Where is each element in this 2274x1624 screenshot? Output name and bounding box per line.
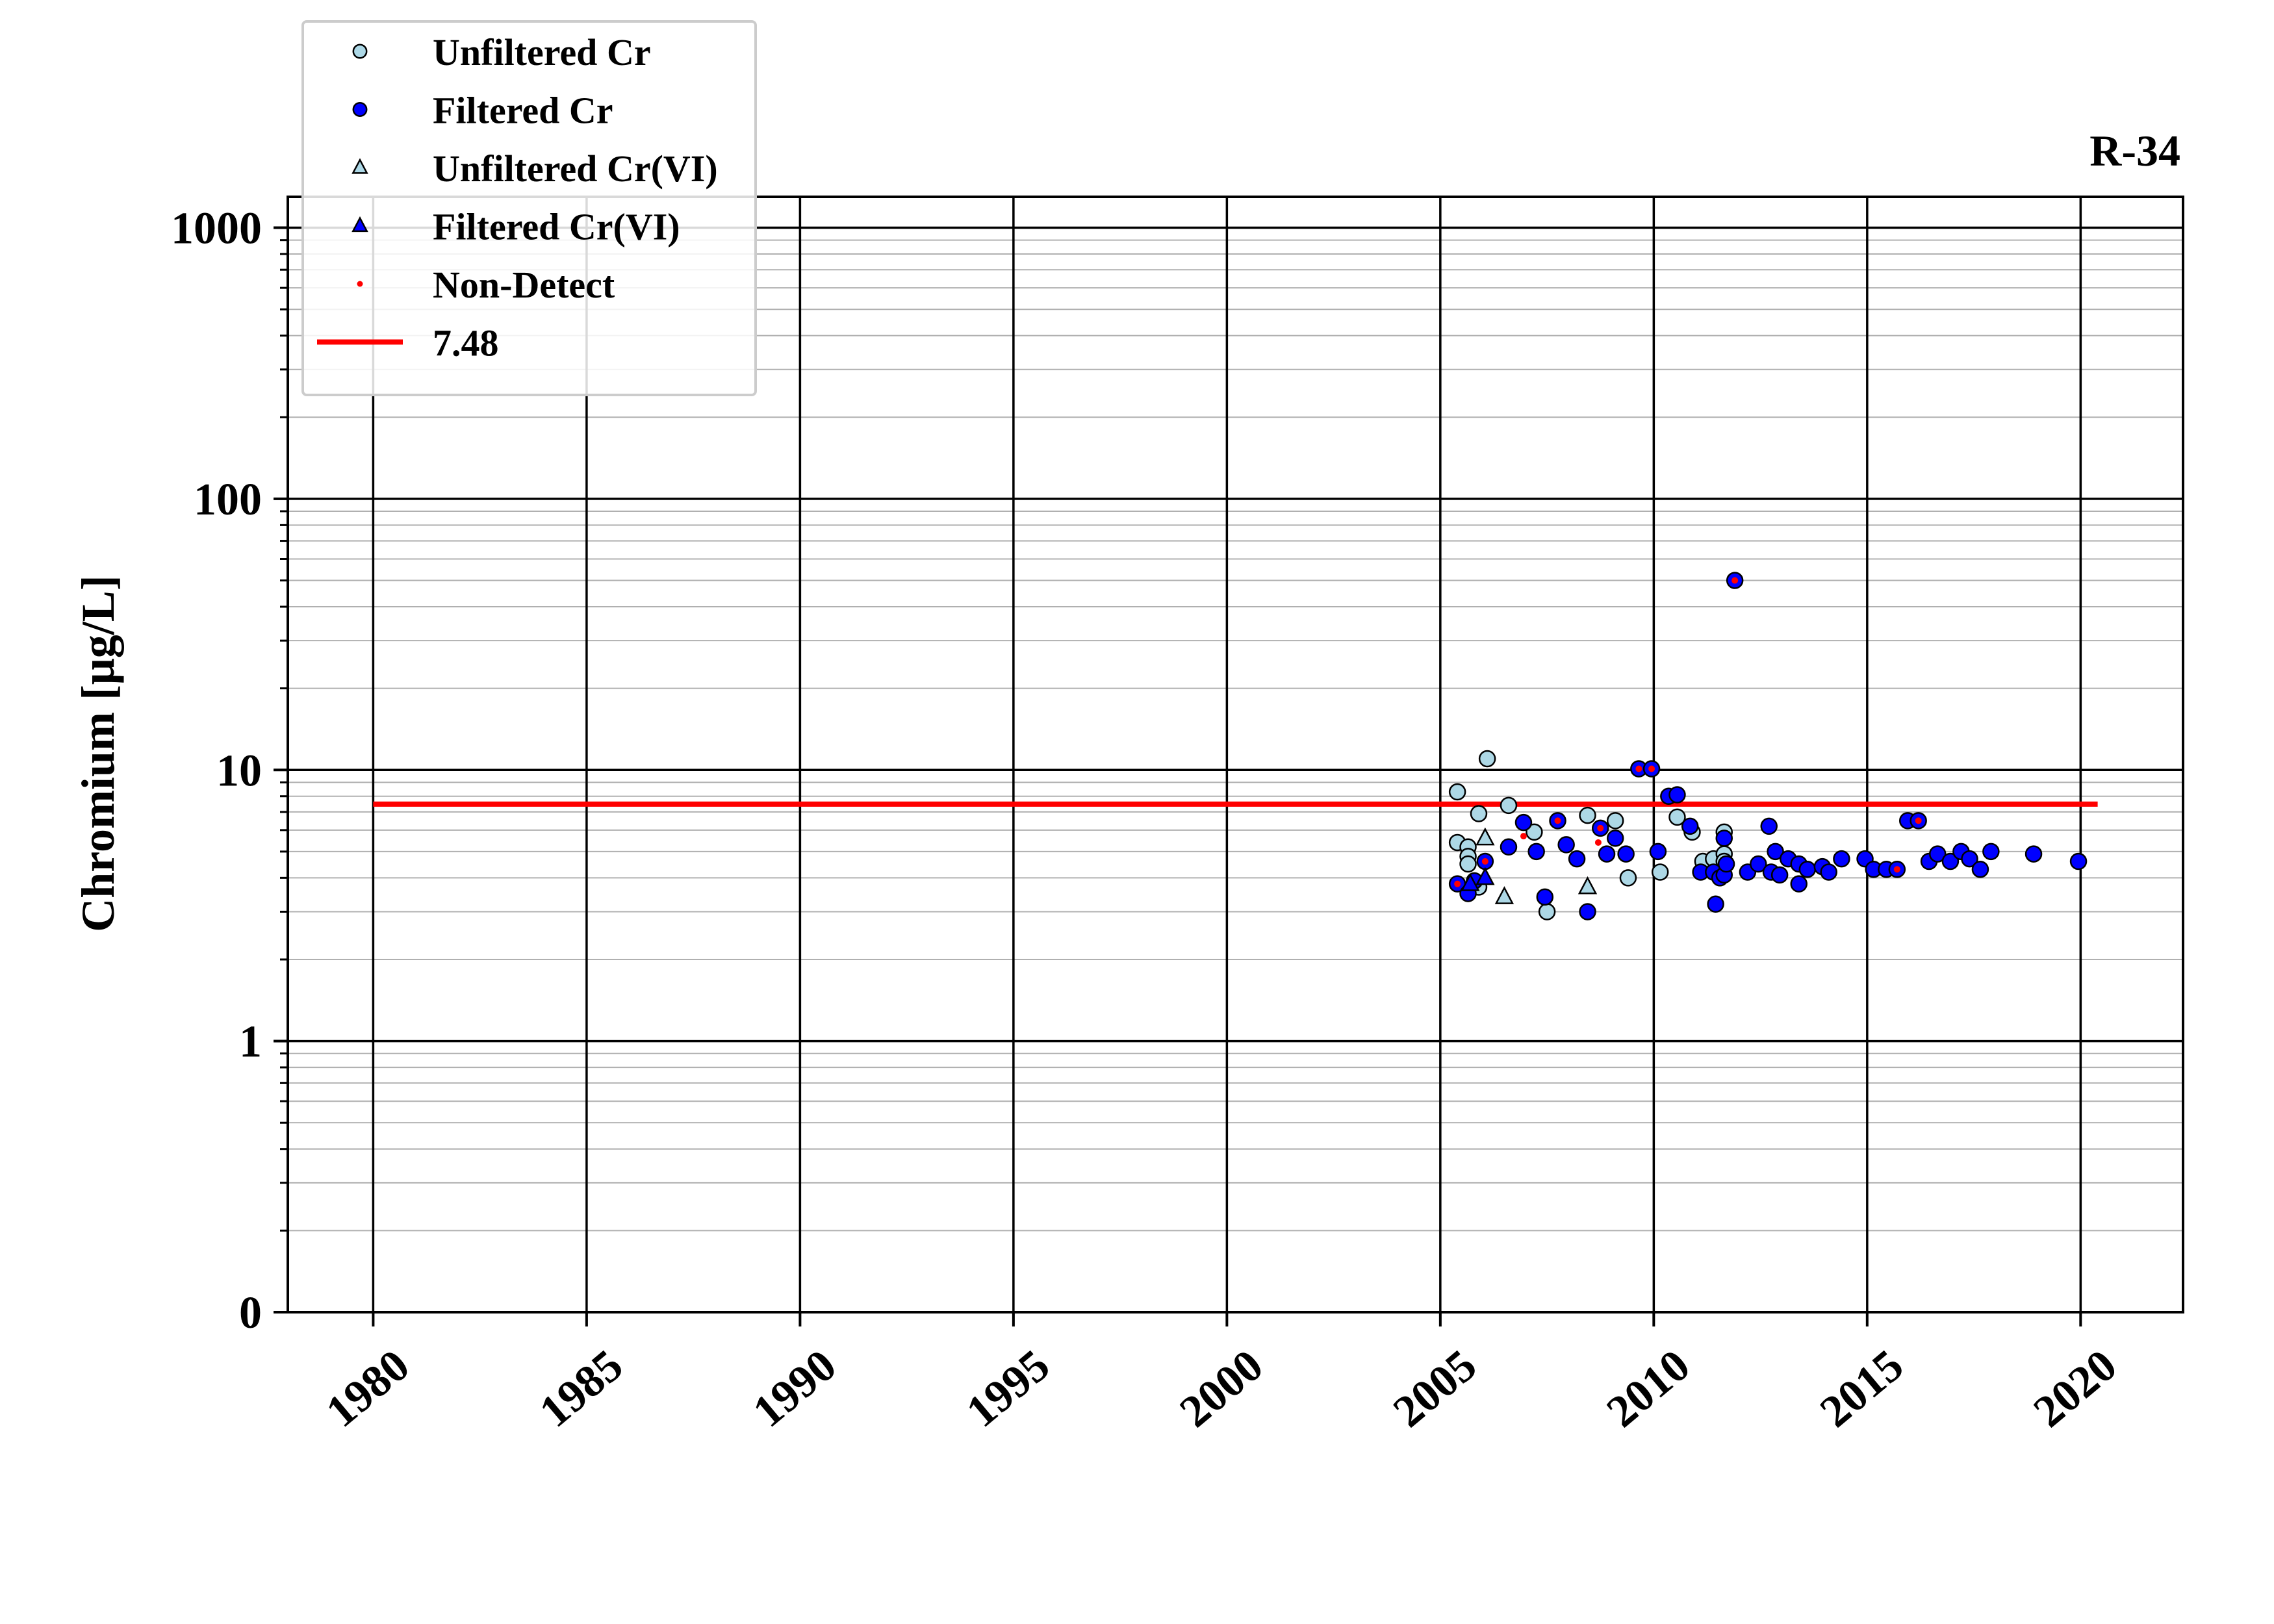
filtered-cr-point <box>1598 845 1616 863</box>
non-detect-point <box>1481 858 1488 865</box>
filtered-cr-point <box>2025 845 2043 863</box>
filtered-cr-point <box>1760 817 1778 835</box>
legend-marker-unfiltered-cr-vi <box>351 158 368 174</box>
non-detect-point <box>1597 824 1604 831</box>
y-axis-label: Chromium [μg/L] <box>72 575 124 932</box>
y-tick-label: 1 <box>239 1017 262 1067</box>
legend-box <box>301 20 757 396</box>
filtered-cr-vi-point <box>1476 867 1495 885</box>
legend-marker-filtered-cr-vi <box>351 216 368 233</box>
plot-area-frame <box>287 196 2184 1313</box>
unfiltered-cr-point <box>1538 903 1556 920</box>
legend-label: Unfiltered Cr(VI) <box>433 147 718 190</box>
data-points <box>1448 572 2088 920</box>
unfiltered-cr-point <box>1619 869 1637 887</box>
legend-marker-filtered-cr <box>352 102 368 117</box>
non-detect-point <box>1554 817 1561 824</box>
non-detect-point <box>1454 880 1461 887</box>
filtered-cr-point <box>1767 843 1784 861</box>
filtered-cr-point <box>1568 850 1586 868</box>
filtered-cr-point <box>1928 845 1947 863</box>
filtered-cr-point <box>1717 855 1735 873</box>
non-detect-point <box>1520 833 1527 840</box>
unfiltered-cr-point <box>1606 812 1624 830</box>
filtered-cr-point <box>1527 843 1545 861</box>
unfiltered-cr-point <box>1478 750 1496 768</box>
filtered-cr-point <box>1798 861 1817 878</box>
filtered-cr-point <box>1961 850 1978 868</box>
legend-label: Unfiltered Cr <box>433 31 651 73</box>
filtered-cr-point <box>1514 813 1533 831</box>
filtered-cr-point <box>1668 786 1686 804</box>
filtered-cr-point <box>1707 895 1724 913</box>
non-detect-point <box>1893 866 1900 873</box>
filtered-cr-point <box>1790 875 1808 893</box>
filtered-cr-point <box>1833 850 1850 868</box>
y-tick-label: 100 <box>194 475 262 525</box>
filtered-cr-point <box>1579 903 1596 920</box>
filtered-cr-point <box>1536 888 1554 906</box>
filtered-cr-point <box>1681 817 1699 835</box>
filtered-cr-point <box>1750 855 1767 873</box>
unfiltered-cr-point <box>1651 863 1669 881</box>
y-tick-label: 0 <box>239 1288 262 1338</box>
chart-title: R-34 <box>2089 126 2180 175</box>
filtered-cr-point <box>1941 852 1960 870</box>
non-detect-point <box>1915 817 1922 824</box>
non-detect-point <box>1648 765 1655 772</box>
filtered-cr-point <box>1606 830 1624 847</box>
unfiltered-cr-point <box>1526 823 1543 841</box>
filtered-cr-point <box>1557 836 1575 854</box>
filtered-cr-point <box>1715 830 1733 847</box>
non-detect-point <box>1594 839 1602 846</box>
filtered-cr-point <box>2069 852 2088 870</box>
unfiltered-cr-point <box>1668 808 1686 826</box>
filtered-cr-vi-point <box>1461 872 1480 891</box>
legend-label: Non-Detect <box>433 264 615 306</box>
legend-label: Filtered Cr <box>433 90 613 132</box>
unfiltered-cr-point <box>1500 796 1518 815</box>
unfiltered-cr-vi-point <box>1494 886 1514 904</box>
unfiltered-cr-point <box>1579 806 1596 824</box>
non-detect-point <box>1731 577 1739 584</box>
unfiltered-cr-point <box>1470 805 1488 822</box>
y-tick-label: 1000 <box>171 204 262 254</box>
filtered-cr-point <box>1617 845 1635 863</box>
y-tick-label: 10 <box>216 746 262 796</box>
legend-label: 7.48 <box>433 322 499 364</box>
legend-marker-unfiltered-cr <box>352 44 368 59</box>
filtered-cr-point <box>1820 863 1837 881</box>
unfiltered-cr-vi-point <box>1476 827 1495 846</box>
grid-lines <box>288 197 2183 1313</box>
unfiltered-cr-point <box>1459 855 1477 873</box>
filtered-cr-point <box>1770 866 1789 884</box>
legend-marker-non-detect <box>357 281 363 287</box>
filtered-cr-point <box>1500 838 1518 856</box>
filtered-cr-point <box>1649 843 1667 861</box>
legend: Unfiltered Cr Filtered Cr Unfiltered Cr(VI… <box>301 20 757 396</box>
filtered-cr-point <box>1982 843 2000 861</box>
filtered-cr-point <box>1971 861 1989 878</box>
unfiltered-cr-point <box>1448 783 1466 801</box>
unfiltered-cr-vi-point <box>1578 876 1598 894</box>
non-detect-point <box>1635 765 1642 772</box>
legend-label: Filtered Cr(VI) <box>433 206 680 248</box>
